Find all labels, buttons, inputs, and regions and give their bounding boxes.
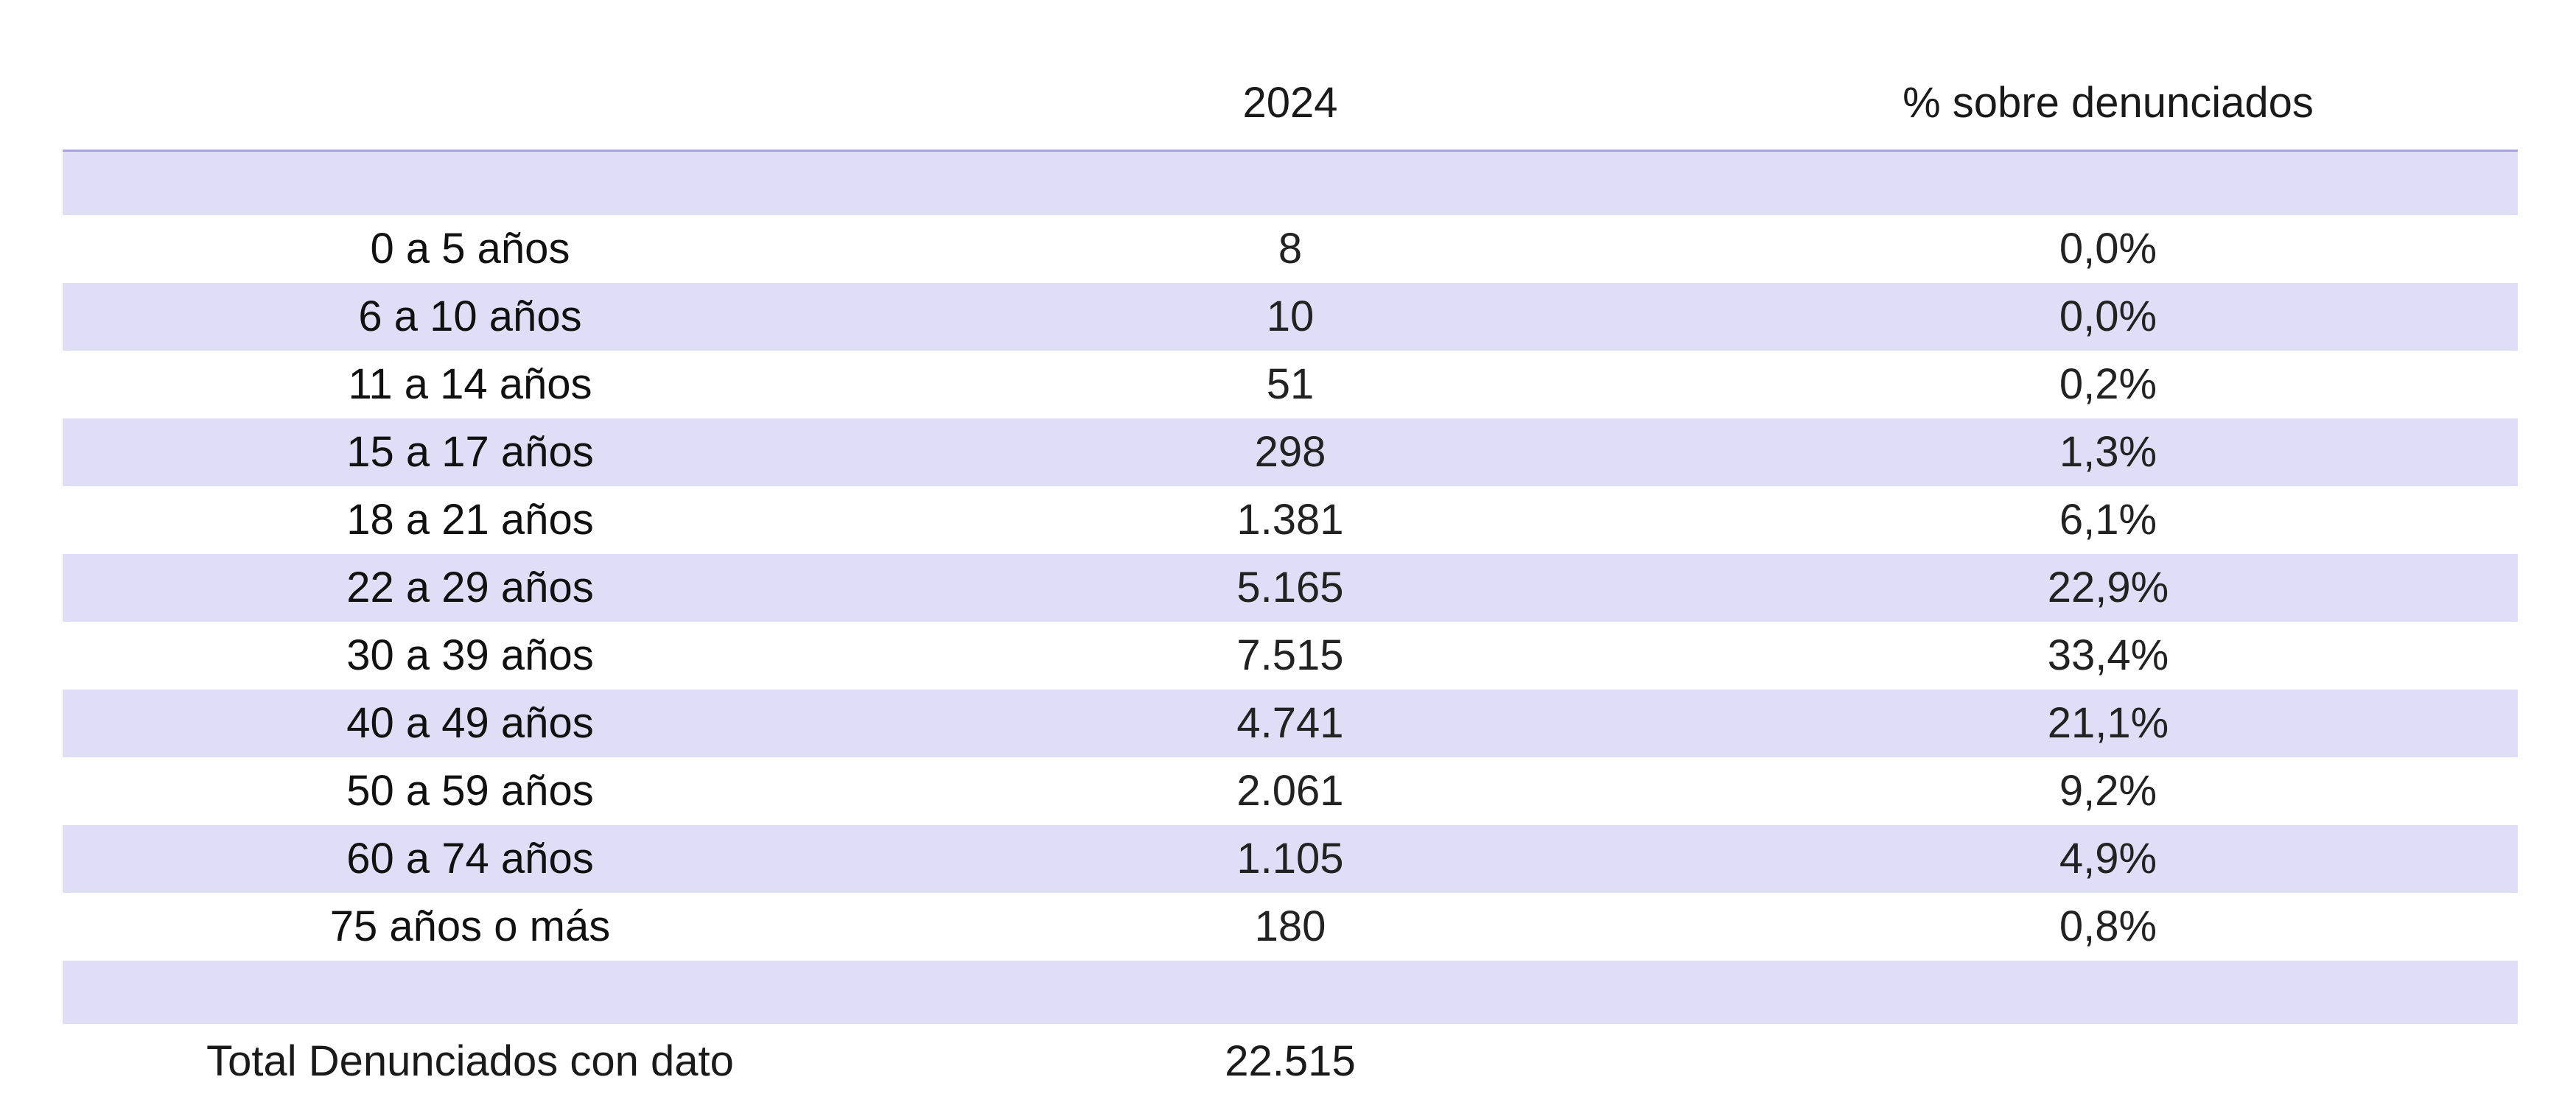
table-row: 30 a 39 años 7.515 33,4% (63, 622, 2518, 690)
row-value: 10 (1266, 292, 1315, 340)
row-percent: 0,0% (2059, 292, 2157, 340)
table-row: 6 a 10 años 10 0,0% (63, 283, 2518, 351)
row-percent: 0,2% (2059, 360, 2157, 408)
table-row: 60 a 74 años 1.105 4,9% (63, 825, 2518, 893)
table-row: 22 a 29 años 5.165 22,9% (63, 554, 2518, 622)
table-header: 2024 % sobre denunciados (63, 0, 2518, 152)
total-label: Total Denunciados con dato (206, 1037, 734, 1085)
spacer-row-bottom (63, 961, 2518, 1024)
table-row: 15 a 17 años 298 1,3% (63, 418, 2518, 486)
table-row: 0 a 5 años 8 0,0% (63, 215, 2518, 283)
row-percent: 4,9% (2059, 835, 2157, 883)
row-label: 0 a 5 años (370, 225, 570, 273)
row-label: 30 a 39 años (346, 631, 594, 679)
row-value: 2.061 (1236, 767, 1344, 815)
row-value: 1.381 (1236, 496, 1344, 544)
row-value: 298 (1254, 428, 1326, 476)
row-label: 40 a 49 años (346, 699, 594, 747)
row-value: 51 (1266, 360, 1315, 408)
age-table: 2024 % sobre denunciados 0 a 5 años 8 0,… (63, 0, 2518, 1087)
row-percent: 21,1% (2047, 699, 2169, 747)
row-percent: 33,4% (2047, 631, 2169, 679)
header-percent: % sobre denunciados (1903, 79, 2314, 127)
row-label: 22 a 29 años (346, 564, 594, 611)
row-label: 75 años o más (329, 902, 611, 950)
row-label: 50 a 59 años (346, 767, 594, 815)
table-row: 40 a 49 años 4.741 21,1% (63, 690, 2518, 757)
row-label: 15 a 17 años (346, 428, 594, 476)
total-value: 22.515 (1225, 1037, 1356, 1085)
row-label: 60 a 74 años (346, 835, 594, 883)
row-value: 7.515 (1236, 631, 1344, 679)
row-label: 6 a 10 años (358, 292, 582, 340)
row-value: 4.741 (1236, 699, 1344, 747)
row-value: 1.105 (1236, 835, 1344, 883)
row-value: 5.165 (1236, 564, 1344, 611)
row-value: 8 (1278, 225, 1303, 273)
row-value: 180 (1254, 902, 1326, 950)
row-percent: 0,0% (2059, 225, 2157, 273)
spacer-row-top (63, 152, 2518, 215)
table-row: 18 a 21 años 1.381 6,1% (63, 486, 2518, 554)
table-row: 11 a 14 años 51 0,2% (63, 351, 2518, 418)
row-percent: 9,2% (2059, 767, 2157, 815)
row-label: 11 a 14 años (348, 360, 592, 408)
row-percent: 22,9% (2047, 564, 2169, 611)
total-row: Total Denunciados con dato 22.515 (63, 1024, 2518, 1087)
row-percent: 1,3% (2059, 428, 2157, 476)
row-label: 18 a 21 años (346, 496, 594, 544)
table-row: 50 a 59 años 2.061 9,2% (63, 757, 2518, 825)
row-percent: 6,1% (2059, 496, 2157, 544)
row-percent: 0,8% (2059, 902, 2157, 950)
header-year: 2024 (1242, 79, 1338, 127)
table-row: 75 años o más 180 0,8% (63, 893, 2518, 961)
